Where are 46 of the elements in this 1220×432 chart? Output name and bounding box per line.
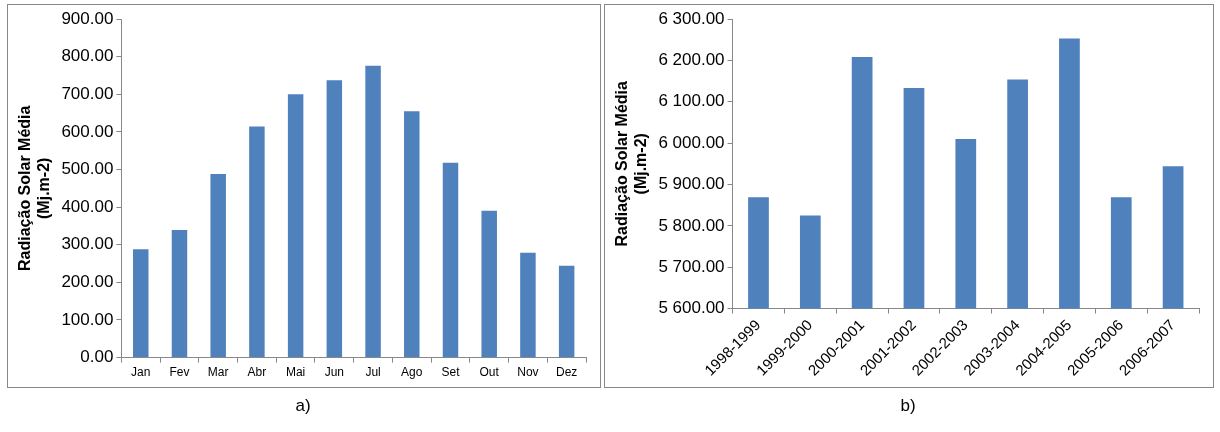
- x-tick-label: Set: [441, 365, 461, 380]
- y-tick-label: 300.00: [61, 234, 114, 254]
- y-tick-label: 400.00: [61, 196, 114, 216]
- x-tick-label: Ago: [401, 365, 423, 380]
- bar: [133, 249, 149, 358]
- y-tick-label: 5 600.00: [658, 298, 725, 318]
- y-tick-label: 6 100.00: [658, 91, 725, 111]
- y-tick-label: 5 900.00: [658, 174, 725, 194]
- y-tick-label: 800.00: [61, 46, 114, 66]
- x-tick-label: Abr: [247, 365, 267, 380]
- bar: [210, 174, 226, 358]
- bar: [558, 265, 575, 358]
- y-tick-label: 0.00: [80, 347, 114, 367]
- y-tick-label: 5 800.00: [658, 215, 725, 235]
- x-tick-label: Mar: [207, 365, 229, 380]
- text: b): [899, 396, 917, 416]
- bar: [326, 80, 343, 358]
- x-tick-label: Dez: [555, 365, 578, 380]
- x-tick-label: Jul: [365, 365, 381, 380]
- bar: [481, 210, 497, 358]
- x-tick-label: Out: [479, 365, 500, 380]
- y-tick-label: 6 300.00: [658, 8, 725, 28]
- y-tick-label: 100.00: [61, 309, 114, 329]
- y-axis-title: Radiação Solar Média (Mj.m-2): [613, 80, 650, 247]
- y-tick-label: 5 700.00: [658, 256, 725, 276]
- bar: [520, 252, 536, 358]
- y-tick-label: 600.00: [61, 121, 114, 141]
- bar: [249, 126, 265, 358]
- bar: [404, 111, 420, 358]
- y-tick-label: 200.00: [61, 272, 114, 292]
- bar: [287, 94, 304, 358]
- x-tick-label: Jan: [131, 365, 151, 380]
- x-tick-label: Mai: [285, 365, 306, 380]
- y-tick-label: 700.00: [61, 83, 114, 103]
- y-tick-label: 6 000.00: [658, 132, 725, 152]
- bar: [171, 230, 188, 358]
- y-tick-label: 500.00: [61, 159, 114, 179]
- y-axis-title: Radiação Solar Média (Mj.m-2): [16, 105, 53, 271]
- y-tick-label: 6 200.00: [658, 50, 725, 70]
- text: a): [294, 396, 312, 416]
- x-tick-label: Fev: [169, 365, 190, 380]
- bar: [442, 162, 459, 358]
- bar: [365, 65, 381, 358]
- y-tick-label: 900.00: [61, 8, 114, 28]
- x-tick-label: Jun: [324, 365, 345, 380]
- x-tick-label: Nov: [517, 365, 539, 380]
